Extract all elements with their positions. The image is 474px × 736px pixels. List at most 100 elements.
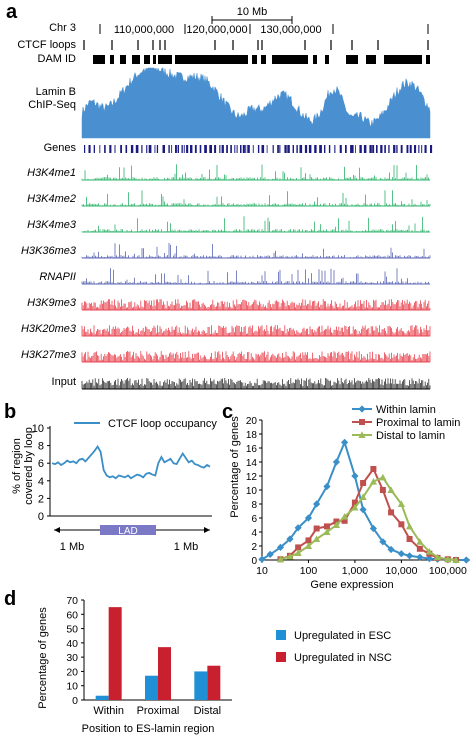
gene-mark [183, 145, 185, 153]
gene-mark [226, 145, 228, 153]
gene-mark [114, 145, 116, 153]
panel-c-ytick-label: 14 [246, 458, 258, 469]
panel-d-category-label: Within [93, 705, 124, 717]
dam-id-track [93, 55, 430, 64]
panel-c-legend-label: Proximal to lamin [376, 417, 460, 429]
panel-c-xtick-label: 1,000 [342, 565, 368, 577]
gene-mark [430, 145, 433, 153]
lad-region-bar [100, 525, 156, 535]
gene-mark [190, 145, 193, 153]
gene-mark [125, 145, 128, 153]
panel-c-ylabel: Percentage of genes [229, 416, 241, 518]
gene-mark [84, 145, 86, 153]
panel-c-axes: 0 2 4 6 8 10 12 14 16 18 20 10 100 1,000 10,000 100,000 [246, 416, 470, 577]
dam-id-block [132, 55, 140, 64]
gene-mark [257, 145, 260, 153]
gene-mark [171, 145, 173, 153]
gene-mark [135, 145, 139, 153]
lad-label: LAD [118, 526, 137, 537]
gene-mark [234, 145, 236, 153]
panel-c-point [425, 555, 433, 563]
ctcf-loops-label: CTCF loops [17, 39, 76, 51]
panel-c-point [397, 550, 405, 558]
panel-c-xtick-label: 10 [256, 565, 268, 577]
panel-c-point [323, 482, 331, 491]
panel-c-legend-label: Within lamin [376, 404, 436, 416]
gene-mark [104, 145, 106, 153]
gene-mark [130, 145, 134, 153]
panel-c-point [313, 535, 321, 542]
panel-c-point [313, 500, 321, 508]
track-label-h3k27me3: H3K27me3 [21, 349, 77, 361]
panel-c-legend-marker [358, 431, 366, 438]
panel-c-ytick-label: 8 [251, 500, 257, 511]
panel-c-point [360, 480, 367, 486]
gene-mark [236, 145, 238, 153]
panel-c-point [304, 542, 313, 549]
panel-c: c Percentage of genes Gene expression 0 2… [222, 401, 470, 591]
dam-id-block [366, 55, 376, 64]
gene-mark [162, 145, 165, 153]
gene-mark [324, 145, 326, 153]
gene-mark [93, 145, 95, 153]
panel-d-ytick-label: 50 [66, 624, 78, 636]
input-label: Input [52, 376, 76, 388]
panel-c-point [351, 503, 359, 511]
panel-d-category-label: Distal [194, 705, 222, 717]
gene-mark [380, 145, 383, 153]
panel-c-series-line-0 [261, 439, 467, 561]
dam-id-block [120, 55, 126, 64]
panel-b-ytick-label: 4 [38, 476, 44, 488]
gene-mark [252, 145, 254, 153]
panel-b-ylabel-line2: covered by loop [23, 427, 35, 505]
gene-mark [284, 145, 287, 153]
panel-c-point [266, 550, 274, 558]
gene-mark [372, 145, 375, 153]
panel-b-ytick-label: 2 [38, 493, 44, 505]
gene-mark [424, 145, 427, 153]
panel-d-ylabel: Percentage of genes [37, 607, 49, 709]
scale-bar-label: 10 Mb [237, 6, 268, 18]
gene-mark [363, 145, 367, 153]
panel-c-ytick-label: 10 [246, 486, 258, 497]
panel-d-category-label: Proximal [137, 705, 180, 717]
dam-id-block [384, 55, 422, 64]
panel-c-point [416, 538, 424, 545]
genes-track [84, 145, 433, 153]
gene-mark [279, 145, 281, 153]
panel-c-ytick-label: 0 [251, 556, 257, 567]
gene-mark [396, 145, 398, 153]
ctcf-loops-track [83, 40, 429, 50]
coordinate-ruler: 110,000,000 120,000,000 130,000,000 [99, 24, 429, 36]
panel-c-ytick-label: 18 [246, 430, 258, 441]
panel-c-legend-marker [358, 405, 366, 413]
dam-id-block [175, 55, 248, 64]
lamin-chipseq-track [81, 67, 431, 139]
coord-label: 120,000,000 [186, 24, 247, 36]
panel-c-point [276, 555, 285, 563]
lamin-chipseq-signal [81, 67, 431, 139]
panel-c-point [405, 552, 414, 560]
panel-c-point [286, 535, 294, 543]
panel-d-ytick-label: 60 [66, 609, 78, 621]
gene-mark [319, 145, 322, 153]
track-signal-h3k4me3 [81, 216, 429, 232]
gene-mark [314, 145, 317, 153]
gene-mark [299, 145, 303, 153]
dam-id-block [110, 55, 114, 64]
gene-mark [148, 145, 152, 153]
gene-mark [421, 145, 423, 153]
gene-mark [245, 145, 247, 153]
right-mb-label: 1 Mb [174, 541, 198, 553]
panel-c-point [444, 555, 452, 563]
panel-c-plot [258, 438, 470, 564]
lamin-label-line1: Lamin B [36, 86, 76, 98]
panel-c-point [405, 522, 414, 530]
panel-c-point [452, 556, 460, 563]
panel-d-letter: d [4, 588, 16, 610]
panel-c-xtick-label: 10,000 [385, 565, 417, 577]
dam-id-block [153, 55, 156, 64]
panel-b-ytick-label: 10 [32, 423, 44, 435]
panel-b-legend-label: CTCF loop occupancy [108, 418, 217, 430]
